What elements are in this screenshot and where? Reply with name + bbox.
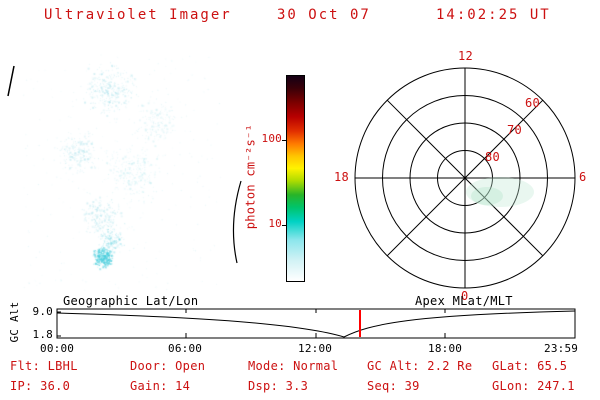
colorbar-units-label: photon cm⁻²s⁻¹	[243, 123, 258, 230]
polar-grid	[354, 67, 576, 289]
limb-arc	[232, 180, 242, 264]
mlat-label-80: 80	[485, 150, 501, 164]
mlt-label-0: 0	[461, 289, 469, 303]
strip-ytick-max: 9.0	[32, 305, 53, 318]
mlat-label-70: 70	[507, 123, 523, 137]
strip-right-title: Apex MLat/MLT	[415, 294, 513, 308]
mlt-label-18: 18	[334, 170, 350, 184]
colorbar-tick-label-100: 100	[261, 132, 282, 145]
mlt-label-12: 12	[458, 49, 474, 63]
status-gc-alt: GC Alt: 2.2 Re	[367, 359, 473, 373]
status-mode: Mode: Normal	[248, 359, 339, 373]
altitude-curve	[56, 310, 576, 338]
intensity-colorbar	[286, 75, 305, 282]
colorbar-tick-10	[282, 225, 287, 226]
status-door: Door: Open	[130, 359, 206, 373]
status-glat: GLat: 65.5	[492, 359, 568, 373]
strip-plot	[56, 308, 576, 339]
mlat-label-60: 60	[525, 96, 541, 110]
strip-ytick-min: 1.8	[32, 328, 53, 341]
aurora-emission-core	[471, 187, 503, 205]
status-seq: Seq: 39	[367, 379, 420, 393]
status-glon: GLon: 247.1	[492, 379, 575, 393]
strip-xtick-0000: 00:00	[40, 342, 75, 355]
strip-xtick-1200: 12:00	[298, 342, 333, 355]
status-gain: Gain: 14	[130, 379, 191, 393]
strip-xtick-1800: 18:00	[428, 342, 463, 355]
header-time: 14:02:25 UT	[436, 7, 551, 23]
colorbar-tick-100	[282, 140, 287, 141]
uv-image-canvas	[15, 45, 235, 305]
axis-ticks	[57, 309, 446, 338]
page-title: Ultraviolet Imager	[44, 7, 232, 23]
mlt-label-6: 6	[579, 170, 587, 184]
status-flt: Flt: LBHL	[10, 359, 78, 373]
header-date: 30 Oct 07	[277, 7, 371, 23]
strip-y-axis-title: GC Alt	[7, 301, 21, 343]
colorbar-tick-label-10: 10	[268, 217, 282, 230]
aurora-emission	[466, 177, 534, 207]
strip-xtick-0600: 06:00	[168, 342, 203, 355]
status-ip: IP: 36.0	[10, 379, 71, 393]
strip-left-title: Geographic Lat/Lon	[63, 294, 199, 308]
mlt-spoke-diag2	[386, 99, 544, 257]
limb-tick	[7, 65, 15, 97]
strip-xtick-2359: 23:59	[544, 342, 579, 355]
status-dsp: Dsp: 3.3	[248, 379, 309, 393]
